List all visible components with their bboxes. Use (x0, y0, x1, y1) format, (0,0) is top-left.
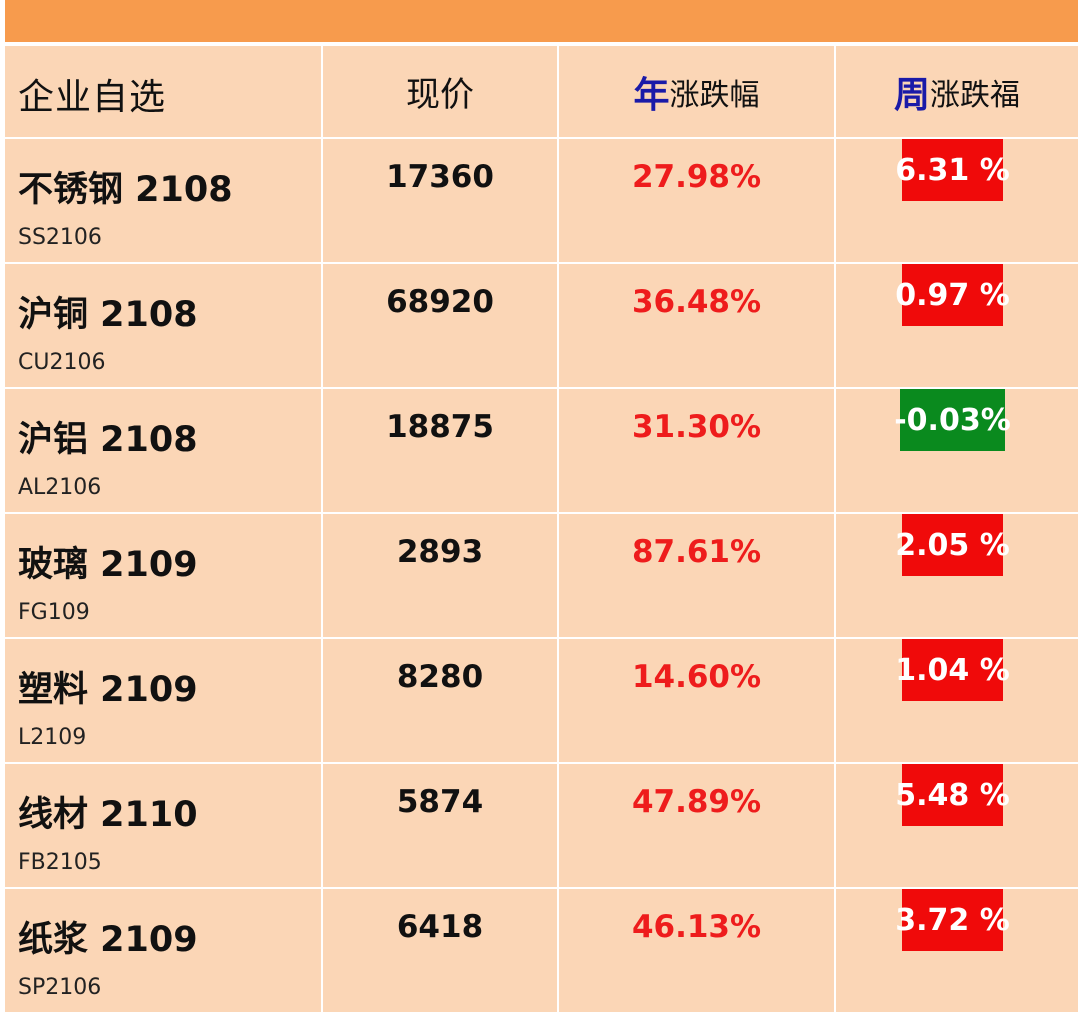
week-change-badge: -0.03% (894, 389, 1011, 451)
top-banner (5, 0, 1078, 42)
year-change-value: 87.61% (631, 534, 762, 570)
week-change-cell: 5.48 % (836, 764, 1078, 889)
watchlist-table: 企业自选 现价 年涨跌幅 周涨跌福 不锈钢 2108 SS2106 17360 … (5, 46, 1078, 1019)
week-change-badge: 1.04 % (895, 639, 1010, 701)
product-code: FB2105 (18, 850, 102, 875)
year-change-value: 14.60% (631, 659, 762, 695)
price-value: 2893 (396, 534, 484, 570)
product-name: 沪铜 2108 (18, 295, 198, 335)
product-name: 沪铝 2108 (18, 420, 198, 460)
price-cell: 5874 (323, 764, 559, 889)
week-change-cell: 6.31 % (836, 139, 1078, 264)
year-change-cell: 46.13% (559, 889, 836, 1014)
price-cell: 18875 (323, 389, 559, 514)
header-cell-week-change: 周涨跌福 (836, 46, 1078, 139)
product-code: L2109 (18, 725, 87, 750)
year-change-value: 27.98% (631, 159, 762, 195)
header-year-accent: 年 (633, 74, 670, 116)
header-cell-price: 现价 (323, 46, 559, 139)
price-cell: 68920 (323, 264, 559, 389)
week-change-badge: 3.72 % (895, 889, 1010, 951)
year-change-cell: 27.98% (559, 139, 836, 264)
price-cell: 8280 (323, 639, 559, 764)
year-change-value: 36.48% (631, 284, 762, 320)
table-row-name-cell[interactable]: 沪铜 2108 CU2106 (5, 264, 323, 389)
year-change-cell: 47.89% (559, 764, 836, 889)
product-code: CU2106 (18, 350, 106, 375)
price-value: 8280 (396, 659, 484, 695)
table-row-name-cell[interactable]: 不锈钢 2108 SS2106 (5, 139, 323, 264)
header-price-label: 现价 (406, 75, 474, 115)
year-change-value: 47.89% (631, 784, 762, 820)
year-change-cell: 87.61% (559, 514, 836, 639)
week-change-cell: -0.03% (836, 389, 1078, 514)
week-change-badge: 6.31 % (895, 139, 1010, 201)
year-change-cell: 36.48% (559, 264, 836, 389)
week-change-badge: 5.48 % (895, 764, 1010, 826)
table-row-name-cell[interactable]: 塑料 2109 L2109 (5, 639, 323, 764)
product-name: 纸浆 2109 (18, 920, 198, 960)
price-cell: 6418 (323, 889, 559, 1014)
table-row-name-cell[interactable]: 线材 2110 FB2105 (5, 764, 323, 889)
product-name: 塑料 2109 (18, 670, 198, 710)
week-change-cell: 3.72 % (836, 889, 1078, 1014)
table-row-name-cell[interactable]: 沪铝 2108 AL2106 (5, 389, 323, 514)
price-cell: 17360 (323, 139, 559, 264)
week-change-cell: 1.04 % (836, 639, 1078, 764)
year-change-value: 46.13% (631, 909, 762, 945)
price-value: 68920 (386, 284, 494, 320)
header-cell-year-change: 年涨跌幅 (559, 46, 836, 139)
table-row-name-cell[interactable]: 玻璃 2109 FG109 (5, 514, 323, 639)
product-code: SS2106 (18, 225, 102, 250)
header-week-accent: 周 (893, 74, 930, 116)
product-code: AL2106 (18, 475, 102, 500)
product-name: 线材 2110 (18, 795, 198, 835)
year-change-cell: 14.60% (559, 639, 836, 764)
week-change-badge: 2.05 % (895, 514, 1010, 576)
header-week-label: 涨跌福 (930, 77, 1020, 113)
year-change-value: 31.30% (631, 409, 762, 445)
product-name: 不锈钢 2108 (18, 170, 233, 210)
price-cell: 2893 (323, 514, 559, 639)
price-value: 6418 (396, 909, 484, 945)
table-row-name-cell[interactable]: 纸浆 2109 SP2106 (5, 889, 323, 1014)
product-name: 玻璃 2109 (18, 545, 198, 585)
price-value: 17360 (386, 159, 494, 195)
week-change-cell: 0.97 % (836, 264, 1078, 389)
header-year-label: 涨跌幅 (669, 77, 760, 113)
week-change-badge: 0.97 % (895, 264, 1010, 326)
price-value: 18875 (386, 409, 494, 445)
header-watchlist-label: 企业自选 (18, 77, 167, 118)
price-value: 5874 (396, 784, 484, 820)
week-change-cell: 2.05 % (836, 514, 1078, 639)
product-code: SP2106 (18, 975, 102, 1000)
year-change-cell: 31.30% (559, 389, 836, 514)
header-cell-watchlist: 企业自选 (5, 46, 323, 139)
product-code: FG109 (18, 600, 90, 625)
